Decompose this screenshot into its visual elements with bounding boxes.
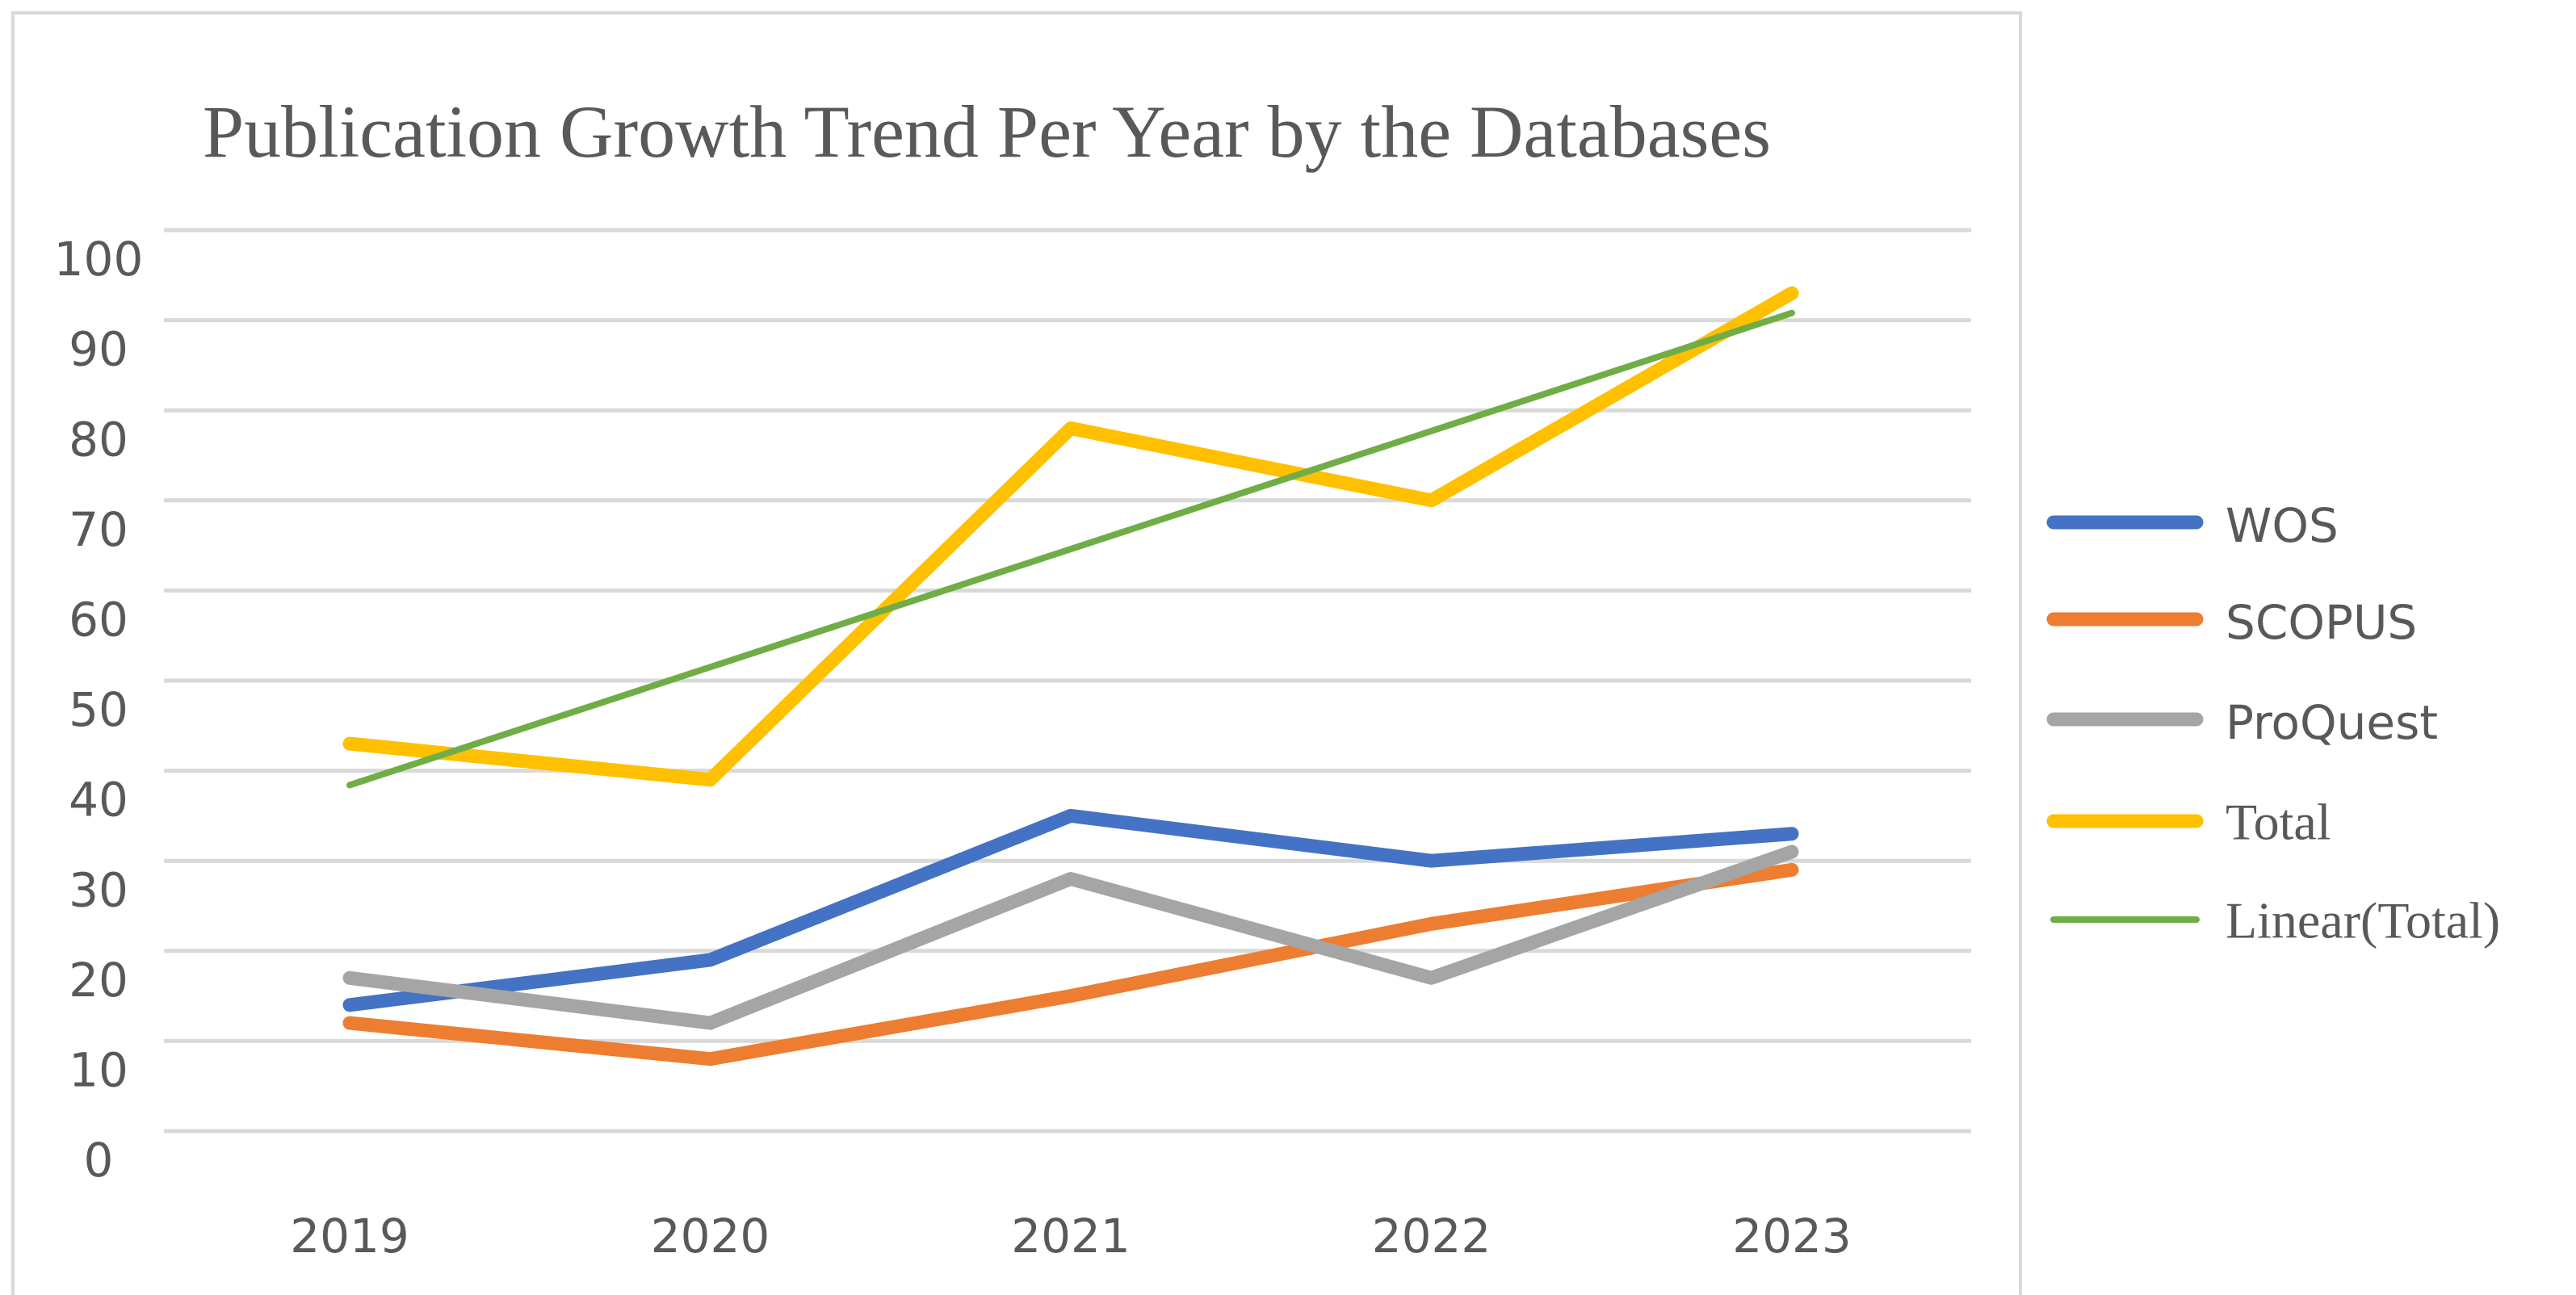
series-line [342,808,1799,1012]
x-tick-label: 2020 [651,1209,770,1264]
legend-label: WOS [2226,498,2339,553]
y-tick-label: 30 [69,862,128,917]
y-tick-label: 70 [69,502,128,557]
series-line [342,862,1799,1067]
y-tick-label: 10 [69,1043,128,1098]
y-tick-label: 90 [69,322,128,377]
x-tick-label: 2021 [1011,1209,1131,1264]
x-tick-label: 2022 [1372,1209,1491,1264]
y-tick-label: 50 [69,682,128,737]
y-tick-label: 60 [69,593,128,648]
chart-frame [11,11,2022,1295]
y-tick-label: 80 [69,412,128,467]
legend-label: Total [2226,794,2331,851]
y-tick-label: 40 [69,773,128,828]
y-tick-label: 100 [54,232,144,287]
series-line [342,286,1799,787]
y-tick-label: 0 [84,1133,114,1188]
y-tick-label: 20 [69,953,128,1008]
series-line [342,844,1799,1030]
legend-label: SCOPUS [2226,595,2417,650]
series-line [346,309,1795,789]
legend-label: Linear(Total) [2226,892,2500,949]
x-tick-label: 2023 [1732,1209,1852,1264]
chart-title: Publication Growth Trend Per Year by the… [203,90,1771,173]
x-tick-label: 2019 [290,1209,409,1264]
legend-label: ProQuest [2226,695,2438,750]
